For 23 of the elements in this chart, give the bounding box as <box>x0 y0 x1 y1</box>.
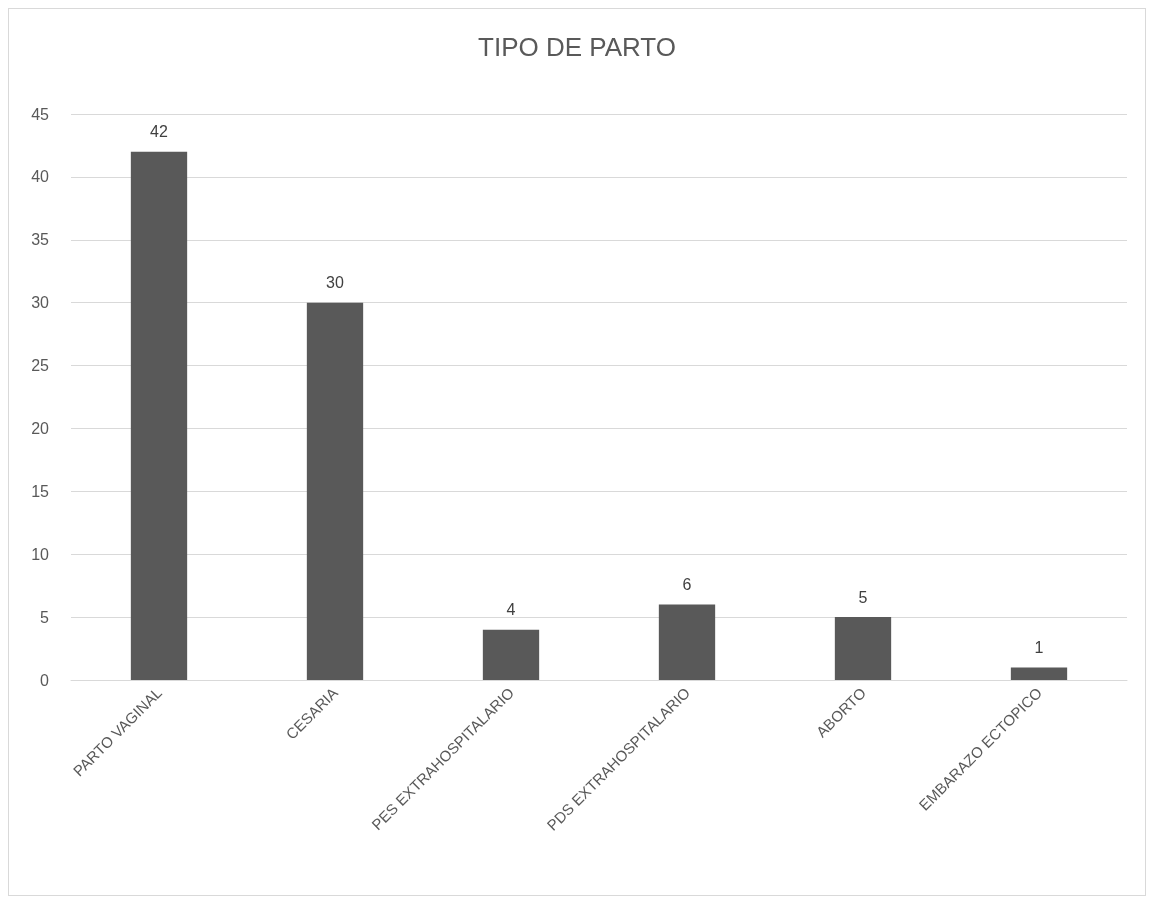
y-tick-label: 15 <box>31 482 50 500</box>
data-label: 6 <box>682 576 692 594</box>
bar <box>834 617 892 680</box>
bar <box>658 604 716 680</box>
chart-title: TIPO DE PARTO <box>478 32 676 62</box>
y-tick-label: 30 <box>31 294 50 312</box>
data-label: 4 <box>506 601 516 619</box>
data-label: 30 <box>326 274 344 292</box>
bar <box>306 302 364 680</box>
data-label: 5 <box>858 588 868 606</box>
y-tick-label: 25 <box>31 357 50 375</box>
y-tick-label: 35 <box>31 231 50 249</box>
bar <box>1010 667 1068 680</box>
y-tick-label: 5 <box>40 608 50 626</box>
y-tick-label: 0 <box>40 671 50 689</box>
y-tick-label: 40 <box>31 168 50 186</box>
y-tick-label: 20 <box>31 419 50 437</box>
bar <box>482 629 540 680</box>
y-tick-label: 45 <box>31 105 50 123</box>
y-tick-label: 10 <box>31 545 50 563</box>
bar <box>130 151 188 680</box>
data-label: 1 <box>1034 638 1044 656</box>
data-label: 42 <box>150 123 168 141</box>
